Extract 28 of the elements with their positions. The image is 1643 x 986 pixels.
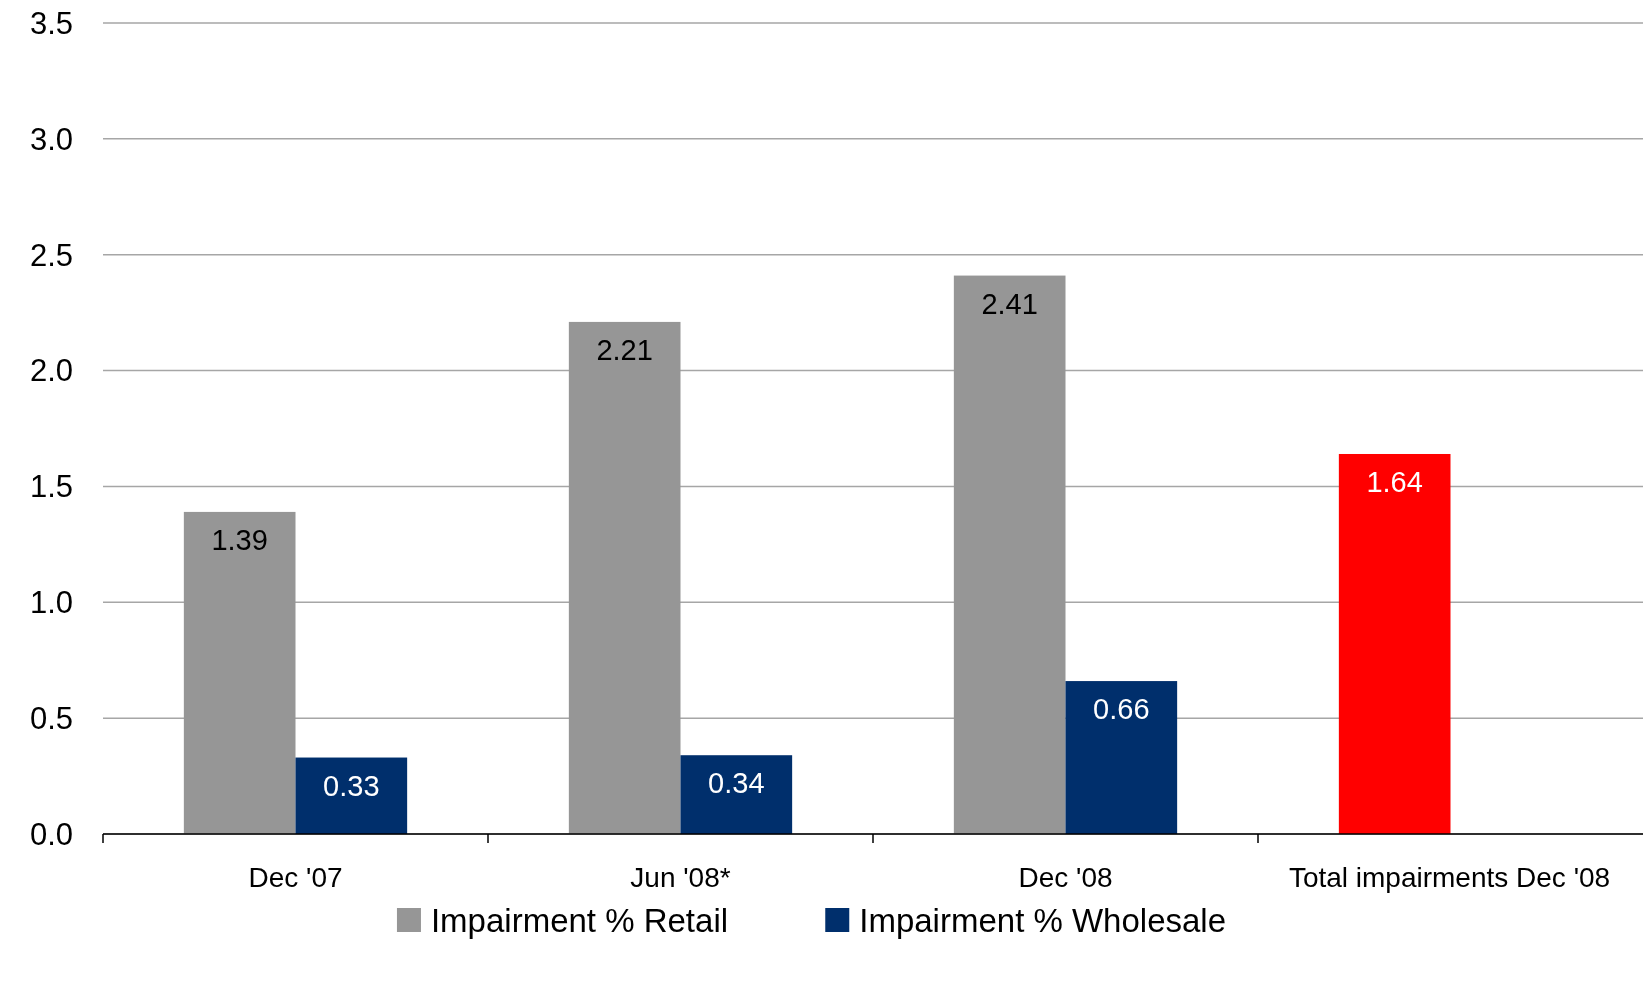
y-tick-label: 2.0 (29, 353, 73, 389)
bar (680, 755, 793, 834)
bar (568, 321, 681, 834)
bar (953, 275, 1066, 834)
data-label: 1.39 (211, 523, 268, 556)
bar (1065, 681, 1178, 834)
data-label: 0.34 (708, 767, 765, 800)
x-tick-label: Total impairments Dec '08 (1288, 862, 1611, 893)
data-label: 1.64 (1366, 465, 1423, 498)
legend-label: Impairment % Retail (430, 901, 729, 939)
x-tick-label: Jun '08* (630, 862, 731, 893)
y-tick-label: 0.5 (29, 700, 73, 736)
data-label: 0.66 (1093, 693, 1150, 726)
legend-label: Impairment % Wholesale (859, 901, 1227, 939)
y-tick-label: 2.5 (29, 237, 73, 273)
y-tick-label: 0.0 (29, 816, 73, 852)
y-tick-label: 1.5 (29, 469, 73, 505)
y-tick-label: 3.0 (29, 121, 73, 157)
data-label: 0.33 (323, 769, 380, 802)
bar (295, 757, 408, 834)
data-label: 2.21 (596, 333, 653, 366)
bar (183, 511, 296, 834)
x-tick-label: Dec '07 (248, 862, 343, 893)
bar (1338, 453, 1451, 834)
y-tick-label: 1.0 (29, 585, 73, 621)
x-tick-label: Dec '08 (1018, 862, 1113, 893)
y-tick-label: 3.5 (29, 5, 73, 41)
data-label: 2.41 (981, 287, 1038, 320)
